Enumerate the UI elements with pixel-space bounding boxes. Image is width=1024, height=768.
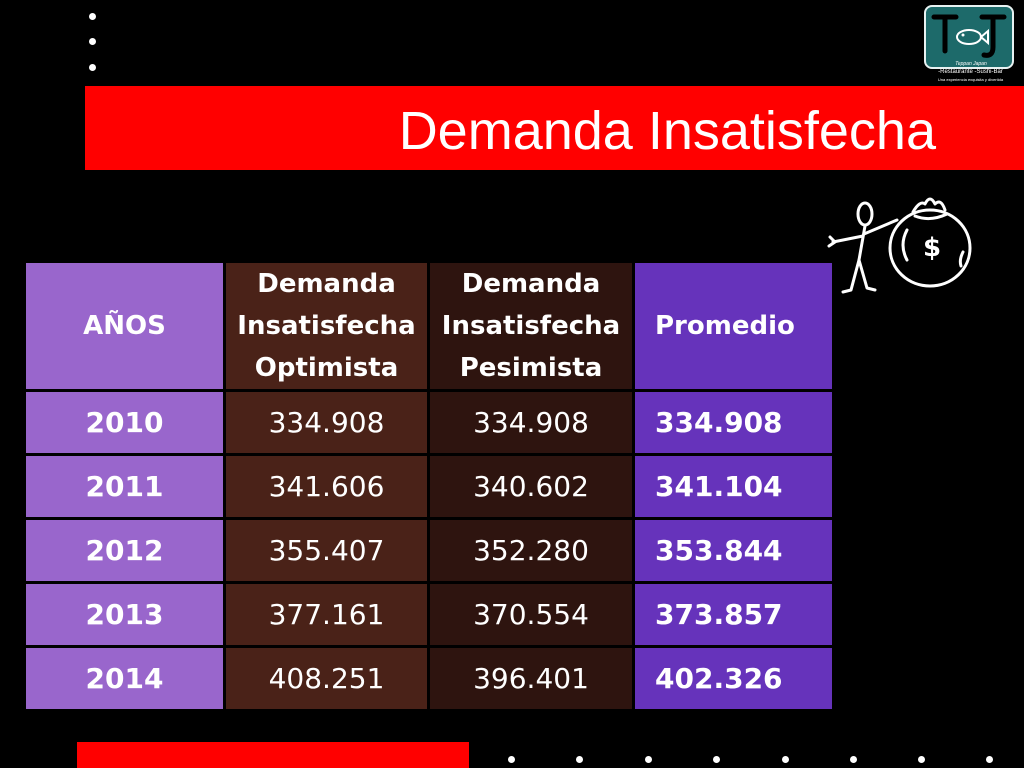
cell-promedio: 341.104: [633, 454, 832, 520]
table-row: 2013 377.161 370.554 373.857: [26, 582, 832, 648]
stick-figure-money-bag-icon: $: [827, 197, 972, 294]
logo-tagline: Una experiencia exquisita y divertida: [937, 77, 1004, 82]
decor-dot: [89, 38, 96, 45]
cell-year: 2014: [26, 646, 226, 709]
fish-logo-icon: [931, 14, 1007, 58]
header-optimista: Demanda Insatisfecha Optimista: [224, 263, 430, 392]
bottom-accent-bar: [77, 742, 469, 768]
decor-dot: [713, 756, 720, 763]
cell-optimista: 408.251: [224, 646, 430, 709]
logo-subtitle: -Restaurante -Sushi-Bar: [938, 69, 1003, 75]
cell-promedio: 373.857: [633, 582, 832, 648]
decor-dot: [850, 756, 857, 763]
logo-script: Teppan Japan: [955, 61, 987, 67]
header-line: Demanda: [257, 269, 396, 299]
cell-pesimista: 334.908: [428, 390, 635, 456]
decor-dot: [89, 13, 96, 20]
decor-dot: [508, 756, 515, 763]
decor-dot: [918, 756, 925, 763]
title-bar: Demanda Insatisfecha: [85, 86, 1024, 170]
header-pesimista: Demanda Insatisfecha Pesimista: [428, 263, 635, 392]
table-row: 2014 408.251 396.401 402.326: [26, 646, 832, 709]
header-line: Insatisfecha: [441, 311, 621, 341]
cell-optimista: 341.606: [224, 454, 430, 520]
cell-promedio: 402.326: [633, 646, 832, 709]
cell-promedio: 334.908: [633, 390, 832, 456]
table-row: 2010 334.908 334.908 334.908: [26, 390, 832, 456]
cell-optimista: 334.908: [224, 390, 430, 456]
demand-table: AÑOS Demanda Insatisfecha Optimista Dema…: [26, 263, 832, 709]
cell-pesimista: 340.602: [428, 454, 635, 520]
cell-pesimista: 396.401: [428, 646, 635, 709]
cell-year: 2011: [26, 454, 226, 520]
header-years: AÑOS: [26, 263, 226, 392]
decor-dot: [986, 756, 993, 763]
cell-pesimista: 370.554: [428, 582, 635, 648]
decor-dot: [645, 756, 652, 763]
table-row: 2012 355.407 352.280 353.844: [26, 518, 832, 584]
header-line: Demanda: [461, 269, 601, 299]
decor-dot: [576, 756, 583, 763]
svg-text:$: $: [923, 233, 941, 263]
cell-year: 2010: [26, 390, 226, 456]
header-promedio: Promedio: [633, 263, 832, 392]
logo-emblem: Teppan Japan: [924, 5, 1014, 69]
table-header-row: AÑOS Demanda Insatisfecha Optimista Dema…: [26, 263, 832, 392]
cell-year: 2012: [26, 518, 226, 584]
page-title: Demanda Insatisfecha: [398, 101, 936, 161]
cell-promedio: 353.844: [633, 518, 832, 584]
header-line: Insatisfecha: [237, 311, 416, 341]
decor-dot: [782, 756, 789, 763]
cell-optimista: 355.407: [224, 518, 430, 584]
header-line: Pesimista: [459, 353, 603, 383]
cell-year: 2013: [26, 582, 226, 648]
decor-dot: [89, 64, 96, 71]
header-line: Optimista: [254, 353, 399, 383]
cell-pesimista: 352.280: [428, 518, 635, 584]
cell-optimista: 377.161: [224, 582, 430, 648]
restaurant-logo: Teppan Japan -Restaurante -Sushi-Bar Una…: [922, 5, 1019, 85]
table-row: 2011 341.606 340.602 341.104: [26, 454, 832, 520]
